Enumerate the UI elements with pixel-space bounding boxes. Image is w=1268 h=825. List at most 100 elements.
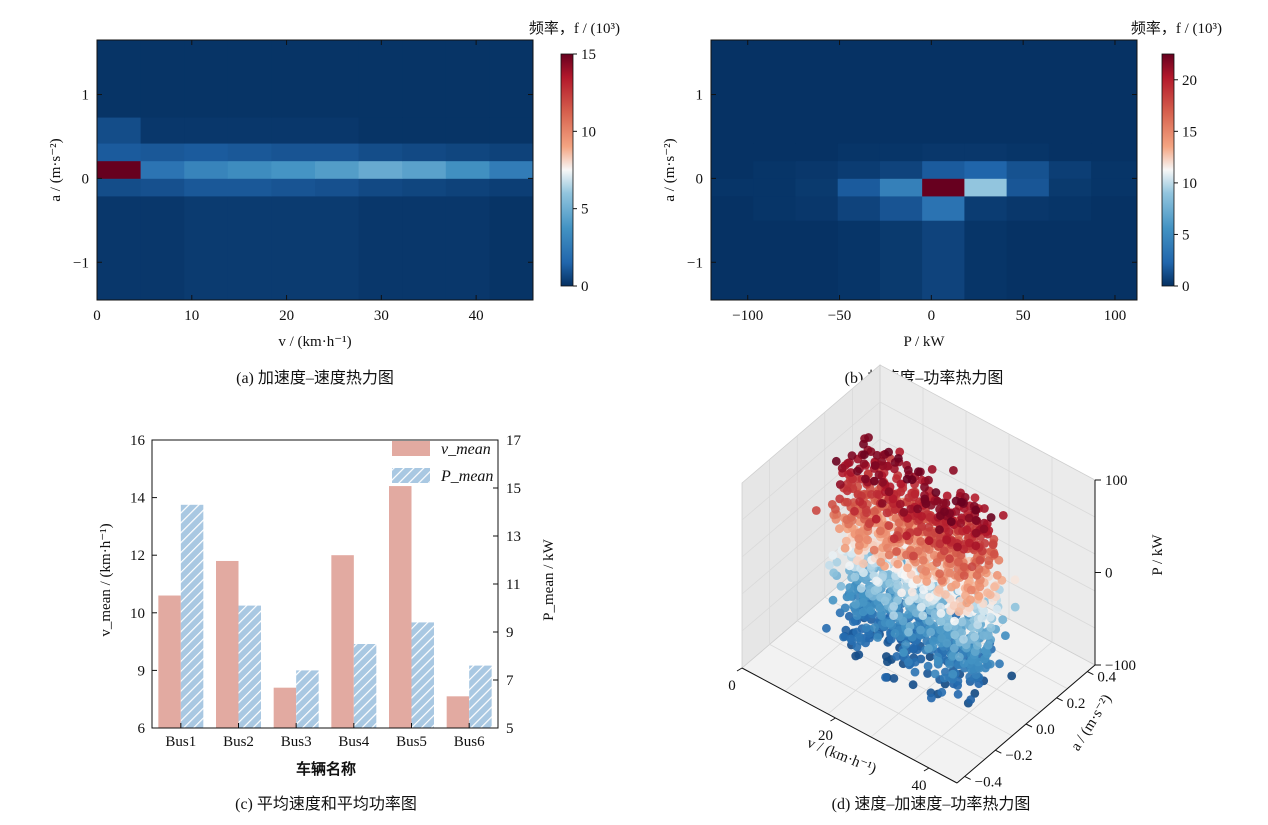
scatter-point	[910, 667, 920, 677]
bar-p-mean	[469, 665, 492, 728]
legend-swatch-v-mean	[392, 441, 430, 456]
scatter-point	[889, 534, 899, 544]
scatter-point	[908, 680, 918, 690]
heatmap-cell	[402, 143, 447, 162]
panel-b-cells	[711, 40, 1138, 301]
scatter-point	[971, 505, 981, 515]
heatmap-cell	[445, 40, 490, 118]
heatmap-cell	[227, 143, 272, 162]
panel-d-xlabel: v / (km·h⁻¹)	[805, 735, 879, 777]
scatter-point	[964, 513, 974, 523]
heatmap-cell	[227, 178, 272, 197]
x-tick-label: 0	[928, 308, 936, 324]
scatter-point	[858, 607, 868, 617]
scatter-point	[923, 669, 932, 678]
heatmap-cell	[795, 178, 839, 197]
scatter-point	[967, 562, 977, 572]
scatter-point	[827, 500, 837, 509]
scatter-point	[895, 499, 905, 509]
bar-v-mean	[389, 486, 412, 728]
heatmap-cell	[489, 40, 534, 118]
z-tick-label: −100	[1105, 658, 1136, 674]
colorbar-tick-label: 10	[1182, 176, 1197, 192]
panel-b-axes: −100 −50 0 50 100 −1 0 1	[687, 40, 1137, 324]
heatmap-cell	[711, 178, 754, 197]
scatter-point	[948, 669, 958, 679]
scatter-point	[954, 607, 964, 617]
colorbar-tick-label: 5	[581, 202, 589, 218]
heatmap-cell	[97, 40, 141, 118]
scatter-point	[909, 551, 918, 561]
heatmap-cell	[445, 143, 490, 162]
panel-a-heatmap-velocity: 0 10 20 30 40 −1 0 1 0 5 10 15 频率，f / (10³) v / (k…	[48, 20, 620, 387]
scatter-point	[936, 617, 946, 626]
scatter-point	[937, 687, 947, 697]
scatter-point	[910, 657, 920, 667]
heatmap-cell	[445, 117, 490, 144]
y-tick-label: 0.0	[1036, 722, 1055, 738]
scatter-point	[917, 512, 927, 521]
panel-b-colorbar-ticks: 0 5 10 15 20	[1174, 73, 1197, 295]
scatter-point	[864, 433, 873, 442]
scatter-point	[966, 595, 975, 604]
heatmap-cell	[711, 196, 754, 221]
x-tick-label: 40	[469, 308, 484, 324]
scatter-point	[949, 601, 959, 611]
heatmap-cell	[271, 178, 316, 197]
scatter-point	[870, 507, 879, 517]
scatter-point	[901, 640, 910, 649]
scatter-point	[884, 550, 894, 560]
scatter-point	[966, 695, 976, 705]
heatmap-cell	[1091, 40, 1138, 144]
heatmap-cell	[711, 220, 754, 301]
bar-v-mean	[216, 560, 239, 728]
scatter-point	[904, 627, 913, 637]
panel-c-bar-chart: Bus1 Bus2 Bus3 Bus4 Bus5 Bus6 6 9 10 12 14 16 5 7 9 11 1…	[98, 433, 557, 813]
y2-tick-label: 13	[506, 529, 521, 545]
scatter-point	[933, 656, 943, 666]
panel-a-xlabel: v / (km·h⁻¹)	[278, 334, 351, 350]
y-tick-label: 1	[82, 88, 90, 104]
heatmap-cell	[315, 117, 359, 144]
x-tick-label: Bus3	[281, 734, 312, 750]
bar-v-mean	[158, 595, 181, 728]
y-tick	[1087, 671, 1094, 676]
heatmap-cell	[1048, 40, 1092, 144]
scatter-point	[894, 518, 904, 528]
heatmap-cell	[358, 40, 403, 118]
scatter-point	[918, 611, 928, 620]
x-tick-label: Bus1	[165, 734, 196, 750]
scatter-point	[930, 669, 940, 679]
scatter-point	[888, 494, 898, 504]
scatter-point	[889, 674, 899, 683]
y-tick	[964, 775, 971, 780]
heatmap-cell	[315, 178, 359, 197]
scatter-point	[850, 506, 859, 516]
scatter-point	[859, 459, 869, 468]
heatmap-cell	[711, 40, 754, 144]
scatter-point	[946, 517, 956, 526]
scatter-point	[835, 524, 844, 534]
panel-c-ylabel-right: P_mean / kW	[541, 538, 557, 620]
panel-d-points	[811, 433, 1020, 708]
scatter-point	[908, 643, 918, 653]
legend-swatch-p-mean	[392, 468, 430, 483]
heatmap-cell	[964, 178, 1008, 197]
scatter-point	[924, 536, 934, 546]
x-tick-label: 30	[374, 308, 389, 324]
scatter-point	[836, 581, 846, 591]
scatter-point	[907, 587, 917, 597]
scatter-point	[986, 623, 996, 633]
heatmap-cell	[753, 220, 796, 301]
heatmap-cell	[753, 196, 796, 221]
scatter-point	[923, 661, 933, 671]
scatter-point	[845, 561, 854, 571]
scatter-point	[945, 554, 954, 564]
y-tick-label: −1	[687, 255, 703, 271]
heatmap-cell	[140, 40, 185, 118]
x-tick-label: Bus6	[454, 734, 485, 750]
bar-v-mean	[331, 555, 354, 728]
panel-d-zlabel: P / kW	[1150, 534, 1166, 576]
heatmap-cell	[271, 160, 316, 179]
scatter-point	[906, 570, 916, 579]
